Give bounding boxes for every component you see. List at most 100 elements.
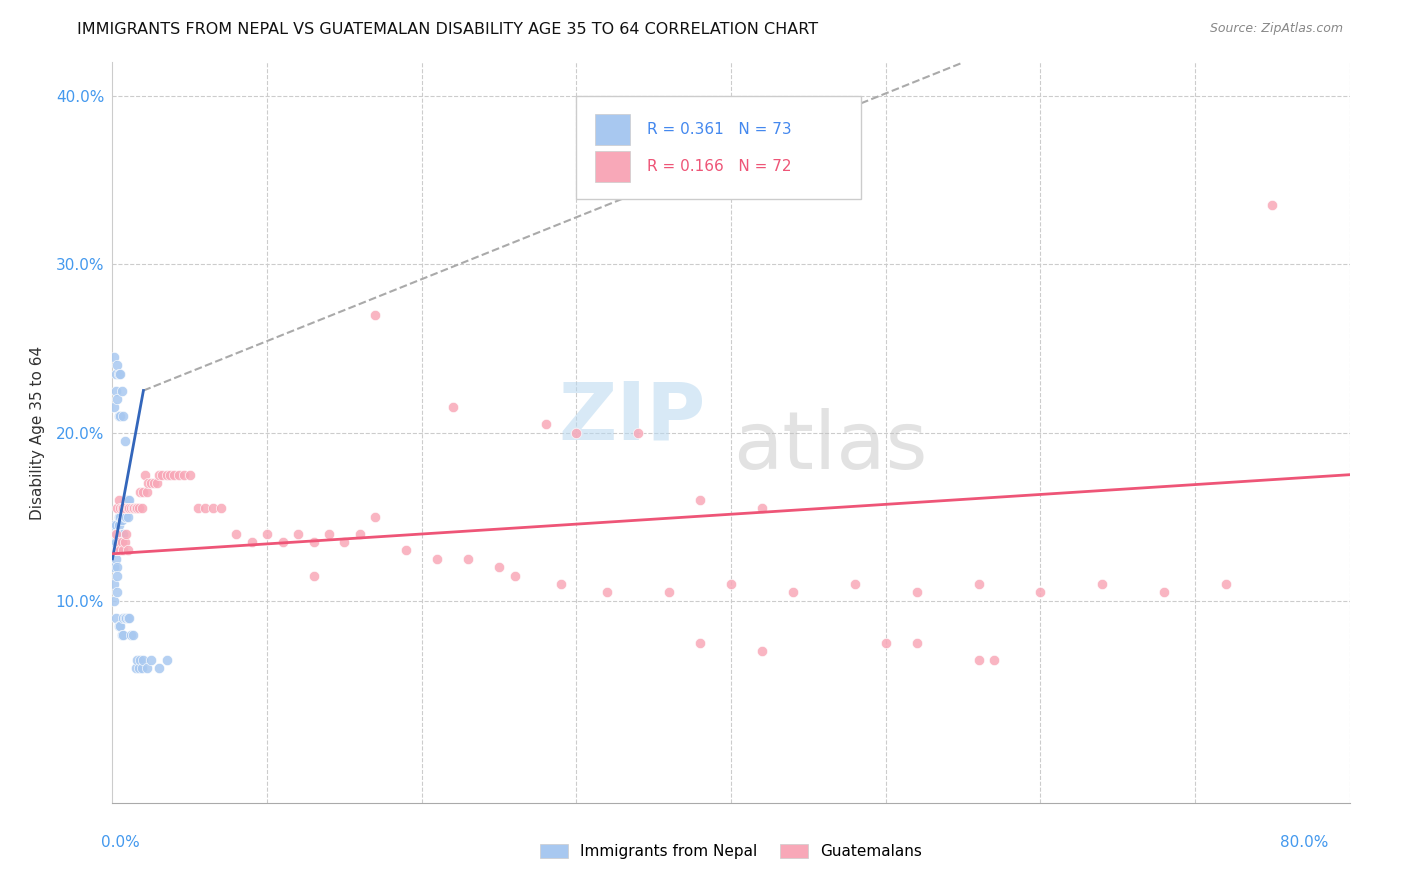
- Point: [134, 467, 156, 482]
- Point: [117, 509, 139, 524]
- Point: [132, 484, 155, 499]
- Point: [271, 535, 294, 549]
- Point: [751, 644, 773, 658]
- Point: [110, 501, 132, 516]
- Point: [141, 476, 163, 491]
- Point: [103, 560, 125, 574]
- Point: [118, 501, 141, 516]
- Text: 80.0%: 80.0%: [1281, 836, 1329, 850]
- Point: [1153, 585, 1175, 599]
- Point: [107, 492, 129, 507]
- Point: [121, 501, 143, 516]
- Point: [127, 653, 149, 667]
- Point: [148, 467, 170, 482]
- Point: [194, 501, 217, 516]
- Point: [967, 577, 990, 591]
- Point: [105, 526, 128, 541]
- Point: [104, 535, 127, 549]
- Point: [751, 501, 773, 516]
- Point: [1261, 198, 1284, 212]
- Point: [240, 535, 263, 549]
- Point: [287, 526, 309, 541]
- Point: [503, 568, 526, 582]
- Point: [110, 367, 132, 381]
- Point: [107, 619, 129, 633]
- Point: [318, 526, 340, 541]
- Point: [689, 636, 711, 650]
- Point: [115, 492, 138, 507]
- Point: [173, 467, 195, 482]
- Point: [209, 501, 232, 516]
- Point: [111, 501, 134, 516]
- FancyBboxPatch shape: [576, 95, 860, 200]
- Text: R = 0.166   N = 72: R = 0.166 N = 72: [647, 160, 792, 174]
- Point: [107, 535, 129, 549]
- Point: [135, 661, 157, 675]
- Point: [1029, 585, 1052, 599]
- Point: [159, 467, 181, 482]
- Point: [124, 661, 148, 675]
- Point: [112, 409, 135, 423]
- Point: [111, 535, 134, 549]
- Point: [128, 661, 150, 675]
- Point: [131, 501, 153, 516]
- Point: [107, 518, 129, 533]
- Legend: Immigrants from Nepal, Guatemalans: Immigrants from Nepal, Guatemalans: [534, 838, 928, 865]
- Point: [110, 526, 132, 541]
- Point: [112, 627, 135, 641]
- Point: [115, 610, 138, 624]
- Point: [658, 585, 681, 599]
- Point: [115, 509, 138, 524]
- Point: [141, 653, 163, 667]
- Point: [565, 425, 588, 440]
- Point: [117, 543, 139, 558]
- Point: [110, 543, 132, 558]
- Point: [105, 568, 128, 582]
- Point: [104, 610, 127, 624]
- Point: [1215, 577, 1237, 591]
- Point: [107, 409, 129, 423]
- Point: [905, 585, 928, 599]
- Point: [120, 501, 142, 516]
- Point: [136, 476, 159, 491]
- Point: [364, 308, 387, 322]
- Point: [128, 501, 150, 516]
- Point: [983, 653, 1005, 667]
- Point: [163, 467, 186, 482]
- Point: [111, 526, 134, 541]
- Point: [550, 577, 572, 591]
- Point: [111, 501, 134, 516]
- Point: [114, 610, 136, 624]
- Point: [117, 610, 139, 624]
- Text: R = 0.361   N = 73: R = 0.361 N = 73: [647, 122, 792, 137]
- FancyBboxPatch shape: [595, 114, 630, 145]
- Point: [110, 501, 132, 516]
- Point: [302, 568, 325, 582]
- Point: [302, 535, 325, 549]
- Point: [103, 594, 125, 608]
- Point: [105, 359, 128, 373]
- Text: Source: ZipAtlas.com: Source: ZipAtlas.com: [1209, 22, 1343, 36]
- Point: [124, 501, 148, 516]
- Point: [107, 543, 129, 558]
- Point: [114, 509, 136, 524]
- Point: [110, 409, 132, 423]
- Point: [103, 350, 125, 364]
- Point: [905, 636, 928, 650]
- Point: [132, 653, 155, 667]
- Point: [105, 392, 128, 406]
- Point: [112, 526, 135, 541]
- Point: [118, 610, 141, 624]
- Point: [120, 501, 142, 516]
- Point: [120, 627, 142, 641]
- Point: [225, 526, 247, 541]
- Point: [146, 476, 169, 491]
- Point: [121, 627, 143, 641]
- Point: [112, 501, 135, 516]
- Point: [689, 492, 711, 507]
- Point: [117, 501, 139, 516]
- FancyBboxPatch shape: [595, 152, 630, 182]
- Point: [104, 367, 127, 381]
- Point: [114, 501, 136, 516]
- Text: atlas: atlas: [733, 409, 928, 486]
